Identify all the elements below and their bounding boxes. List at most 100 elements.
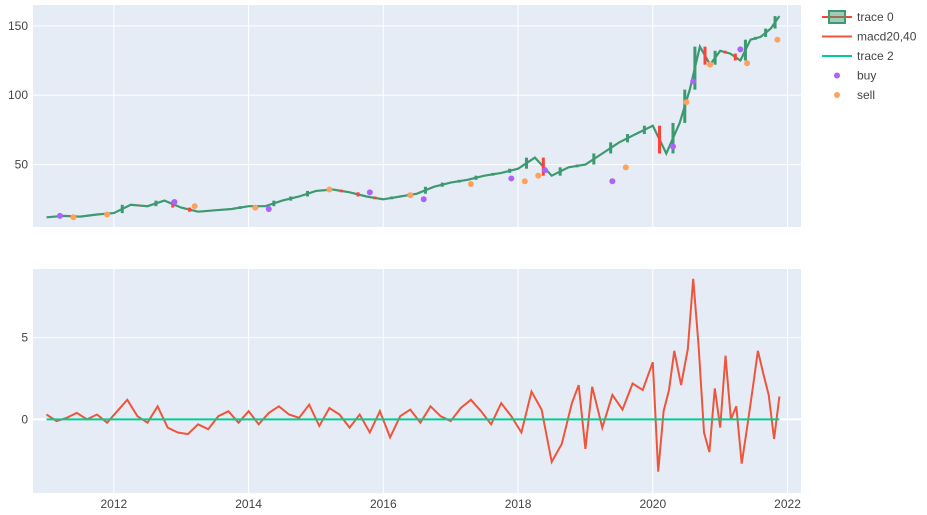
candle-body	[743, 39, 747, 61]
sell-marker	[104, 211, 111, 218]
legend-label: trace 0	[857, 10, 894, 24]
y-tick-label: 100	[8, 88, 28, 102]
legend-label: sell	[857, 88, 875, 102]
candle-body	[154, 200, 158, 207]
buy-marker	[508, 175, 515, 182]
candle-body	[524, 157, 528, 169]
legend-label: macd20,40	[857, 30, 917, 44]
candle-body	[609, 142, 613, 154]
buy-marker	[542, 167, 548, 174]
candle-body	[188, 207, 192, 212]
candle-body	[474, 175, 478, 180]
candle-body	[356, 192, 360, 197]
candle-body	[703, 46, 707, 65]
candle-body	[642, 125, 646, 135]
candle-body	[626, 134, 630, 143]
candle-body	[671, 122, 675, 154]
candle-body	[508, 168, 512, 173]
sell-marker	[622, 164, 629, 171]
candle-body	[339, 189, 343, 193]
candle-body	[204, 210, 208, 212]
buy-marker	[420, 196, 427, 203]
candle-body	[592, 153, 596, 165]
candle-body	[764, 28, 768, 37]
legend-item-macd20-40[interactable]: macd20,40	[822, 30, 917, 44]
candle-body	[723, 50, 727, 54]
candle-body	[322, 189, 326, 192]
sell-marker	[191, 203, 198, 210]
candle-body	[120, 204, 124, 214]
candle-body	[754, 36, 758, 40]
candle-body	[289, 196, 293, 201]
y-tick-label: 0	[21, 412, 28, 426]
legend-item-buy[interactable]: buy	[834, 69, 876, 83]
legend-item-trace-0[interactable]: trace 0	[822, 10, 894, 24]
candle-body	[558, 167, 562, 176]
sell-marker	[535, 172, 542, 179]
legend-dot-icon	[834, 92, 840, 98]
indicator-series	[45, 278, 781, 472]
candle-body	[773, 16, 777, 29]
sell-marker	[326, 186, 333, 193]
candle-body	[575, 164, 579, 168]
legend[interactable]: trace 0 macd20,40 trace 2 buy sell	[822, 10, 917, 102]
x-tick-label: 2022	[774, 497, 801, 510]
candle-body	[693, 46, 697, 90]
sell-marker	[407, 192, 414, 199]
sell-marker	[70, 214, 77, 221]
buy-marker	[366, 189, 373, 196]
legend-dot-icon	[834, 72, 840, 79]
candle-body	[272, 200, 276, 207]
candle-body	[440, 182, 444, 187]
candle-body	[221, 208, 225, 211]
buy-marker	[670, 143, 676, 150]
buy-marker	[265, 205, 272, 212]
candle-body	[541, 157, 545, 176]
candle-body	[306, 190, 310, 197]
candle-body	[87, 214, 91, 217]
x-tick-label: 2012	[100, 497, 127, 510]
candle-body	[683, 89, 687, 123]
sell-marker	[467, 180, 474, 187]
buy-marker	[737, 46, 744, 53]
sell-marker	[774, 36, 781, 43]
legend-label: buy	[857, 69, 876, 83]
candle-body	[491, 172, 495, 176]
x-tick-label: 2014	[235, 497, 262, 510]
candle-body	[423, 186, 427, 194]
candlestick-line	[46, 15, 781, 219]
candle-body	[373, 196, 377, 200]
buy-marker	[171, 199, 178, 206]
candle-body	[390, 196, 394, 200]
candle-body	[137, 204, 141, 207]
price-grid	[33, 5, 801, 227]
price-plot-area	[33, 5, 801, 227]
macd20,40-line	[45, 278, 781, 472]
candle-body	[238, 206, 242, 209]
y-tick-label: 150	[8, 19, 28, 33]
candle-body	[457, 179, 461, 183]
candle-body	[713, 50, 717, 65]
x-tick-label: 2018	[505, 497, 532, 510]
legend-candle-icon	[828, 10, 846, 24]
buy-marker	[690, 78, 697, 85]
legend-item-sell[interactable]: sell	[834, 88, 875, 102]
candle-body	[53, 215, 57, 218]
sell-marker	[744, 60, 751, 67]
sell-marker	[252, 204, 259, 211]
x-tick-label: 2016	[370, 497, 397, 510]
candle-body	[733, 53, 737, 61]
sell-marker	[707, 61, 714, 68]
sell-marker	[521, 178, 528, 185]
price-series	[46, 15, 781, 221]
buy-marker	[609, 178, 616, 185]
candle-body	[658, 125, 662, 154]
indicator-plot-area	[33, 269, 801, 493]
y-tick-label: 5	[21, 331, 28, 345]
legend-item-trace-2[interactable]: trace 2	[822, 49, 894, 63]
y-tick-label: 50	[15, 158, 29, 172]
axes: 50 100 150 2012 2014 2016 2018 2020 2022 0 5	[8, 19, 801, 511]
buy-marker	[56, 212, 63, 219]
sell-marker	[683, 99, 690, 106]
